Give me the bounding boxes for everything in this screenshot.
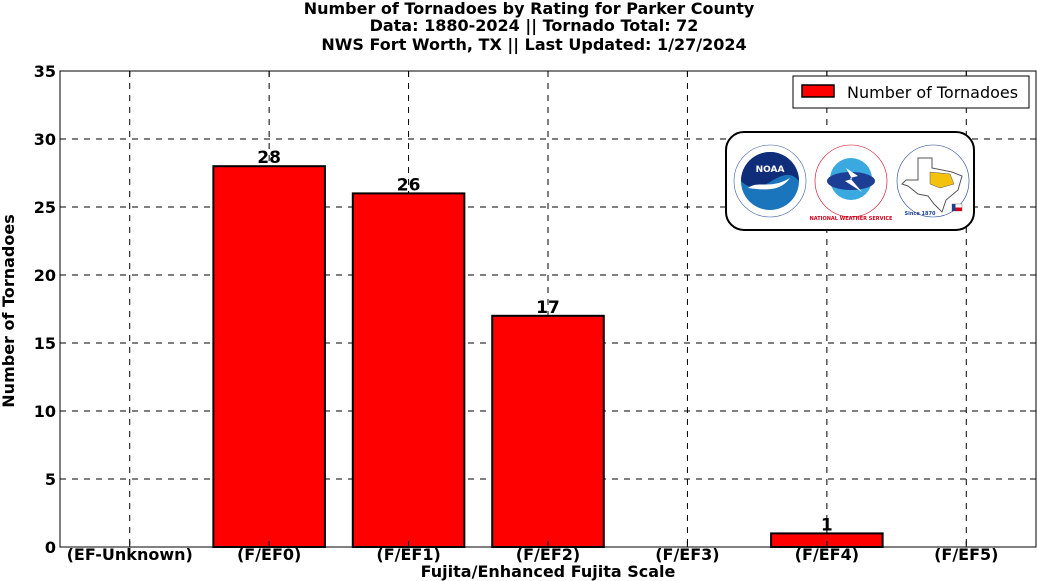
nws-logo-text: NATIONAL WEATHER SERVICE bbox=[810, 216, 893, 222]
y-tick-label: 10 bbox=[34, 402, 56, 421]
bar bbox=[212, 165, 326, 548]
x-axis-ticks: (EF-Unknown) (F/EF0) (F/EF1) (F/EF2) (F/EF3)… bbox=[67, 71, 998, 564]
north-texas-highlight bbox=[929, 171, 955, 189]
legend-label: Number of Tornadoes bbox=[847, 83, 1018, 102]
bar bbox=[491, 314, 605, 548]
y-tick-label: 0 bbox=[45, 538, 56, 557]
y-tick-label: 15 bbox=[34, 334, 56, 353]
x-tick-label: (EF-Unknown) bbox=[67, 545, 193, 564]
noaa-logo: NOAA bbox=[733, 144, 807, 218]
y-tick-label: 5 bbox=[45, 470, 56, 489]
texas-flag-red bbox=[955, 207, 962, 211]
bar-data-labels: 28 26 17 1 bbox=[257, 148, 832, 535]
y-axis-label: Number of Tornadoes bbox=[0, 214, 18, 407]
y-axis-ticks: 0 5 10 15 20 25 30 35 bbox=[34, 62, 1036, 557]
title-line-1: Number of Tornadoes by Rating for Parker… bbox=[304, 0, 755, 18]
bar-data-label: 26 bbox=[397, 175, 421, 195]
bar-data-label: 17 bbox=[536, 298, 560, 318]
x-tick-label: (F/EF3) bbox=[655, 545, 719, 564]
legend: Number of Tornadoes bbox=[792, 75, 1030, 109]
fort-worth-logo: Since 1870 bbox=[896, 144, 970, 218]
y-tick-label: 30 bbox=[34, 130, 56, 149]
noaa-logo-sky bbox=[741, 152, 799, 188]
x-axis-label: Fujita/Enhanced Fujita Scale bbox=[421, 562, 676, 581]
x-tick-label: (F/EF1) bbox=[376, 545, 440, 564]
bar-data-label: 28 bbox=[257, 148, 281, 168]
x-tick-label: (F/EF5) bbox=[934, 545, 998, 564]
title-line-2: Data: 1880-2024 || Tornado Total: 72 bbox=[370, 16, 699, 36]
x-tick-label: (F/EF0) bbox=[237, 545, 301, 564]
noaa-logo-text: NOAA bbox=[756, 165, 785, 175]
y-tick-label: 25 bbox=[34, 198, 56, 217]
x-tick-label: (F/EF2) bbox=[516, 545, 580, 564]
texas-flag-blue bbox=[952, 204, 956, 211]
chart-title: Number of Tornadoes by Rating for Parker… bbox=[304, 0, 755, 55]
y-tick-label: 20 bbox=[34, 266, 56, 285]
bar bbox=[351, 192, 466, 548]
title-line-3: NWS Fort Worth, TX || Last Updated: 1/27… bbox=[321, 35, 746, 55]
bar-data-label: 1 bbox=[821, 515, 833, 535]
fort-worth-logo-since: Since 1870 bbox=[905, 211, 936, 217]
nws-logo: NATIONAL WEATHER SERVICE bbox=[810, 144, 893, 222]
logo-panel: NOAA NATIONAL WEATHER SERVICE Since 1870 bbox=[725, 131, 975, 231]
legend-swatch bbox=[801, 84, 835, 98]
x-tick-label: (F/EF4) bbox=[795, 545, 859, 564]
noaa-logo-gull bbox=[748, 178, 790, 190]
y-tick-label: 35 bbox=[34, 62, 56, 81]
